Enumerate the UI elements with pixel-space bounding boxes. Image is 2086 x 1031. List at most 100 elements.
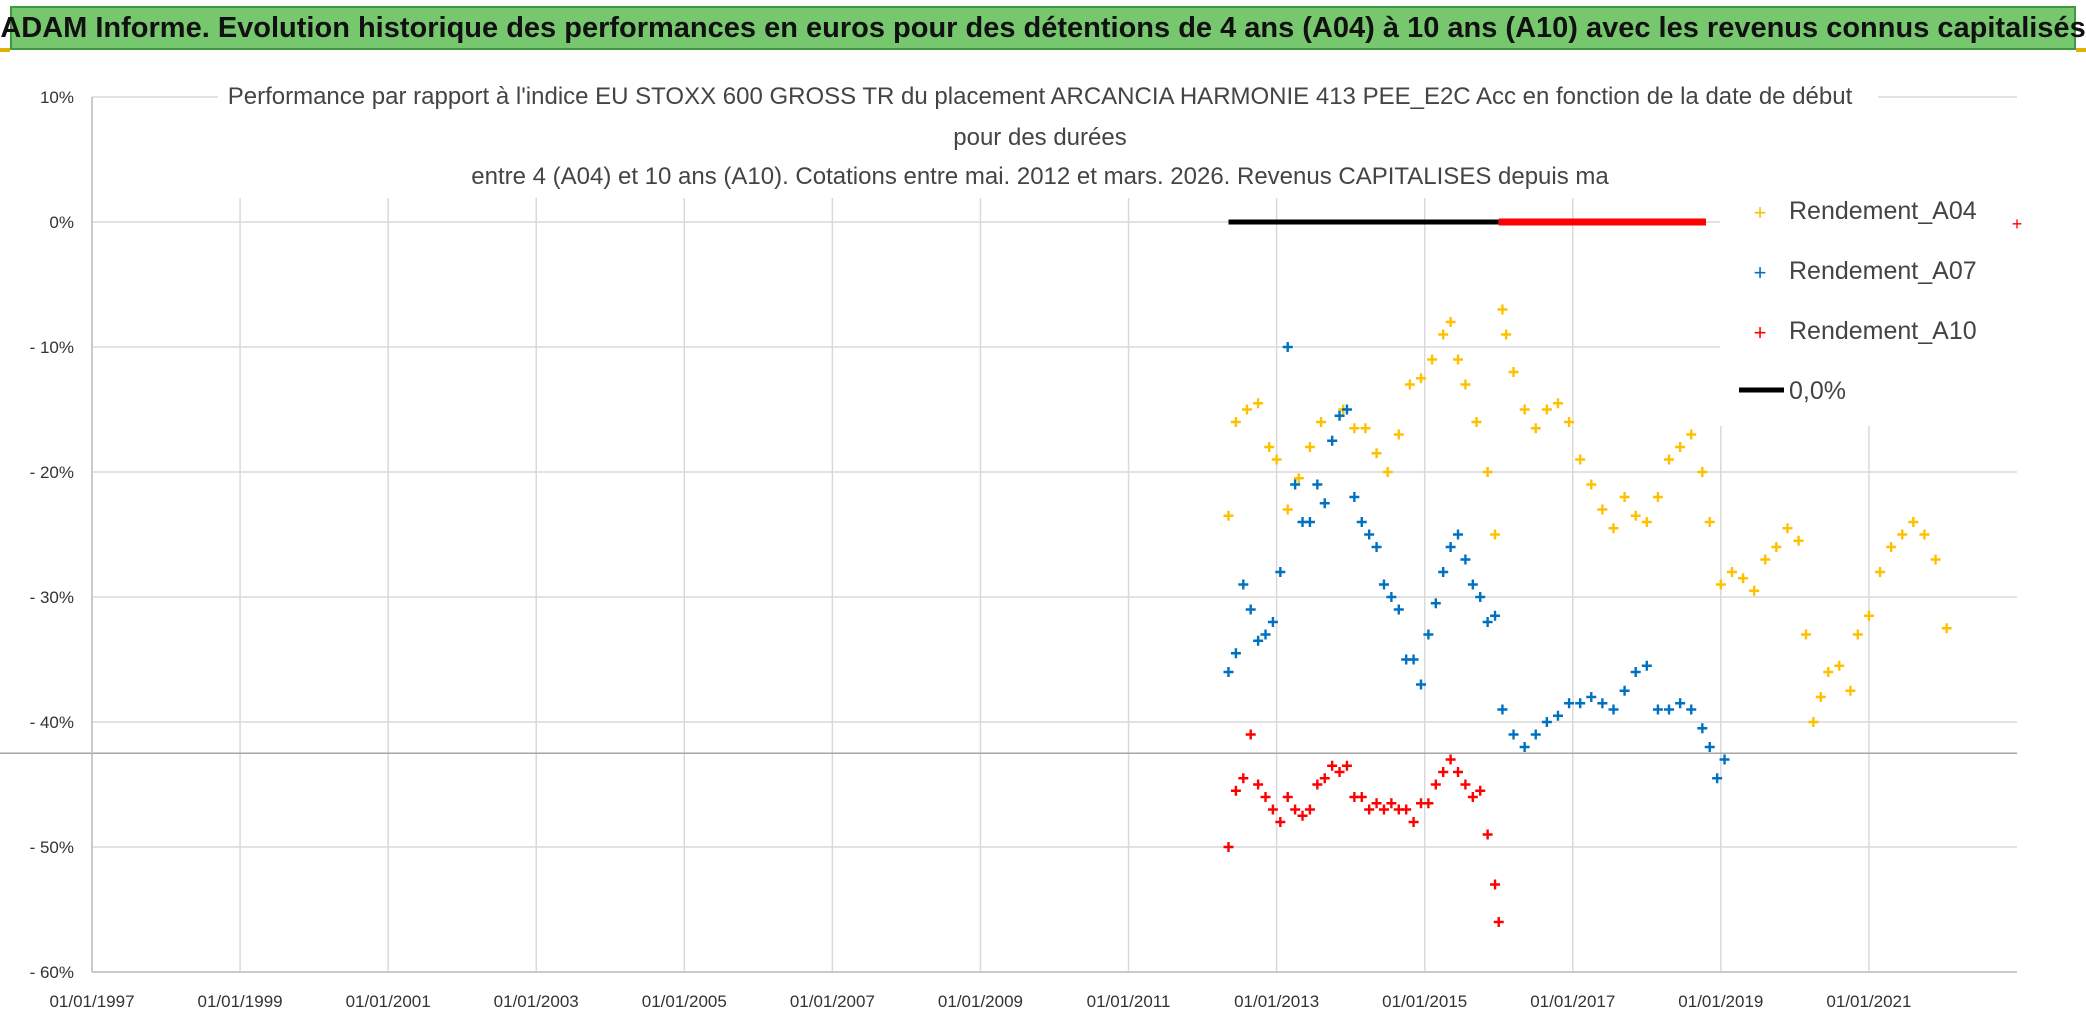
x-tick-label: 01/01/2009 <box>938 992 1023 1011</box>
data-point <box>1704 742 1715 752</box>
data-points <box>1223 304 1952 927</box>
data-point <box>1319 773 1330 784</box>
data-point <box>1453 529 1464 540</box>
data-point <box>1508 367 1519 377</box>
data-point <box>1863 610 1874 621</box>
data-point <box>1497 304 1508 315</box>
x-tick-label: 01/01/2005 <box>642 992 727 1011</box>
data-point <box>1886 542 1897 552</box>
banner-title: ADAM Informe. Evolution historique des p… <box>0 11 2086 44</box>
data-point <box>1800 629 1811 640</box>
series-Rendement_A10 <box>1223 729 1504 927</box>
report-banner: ADAM Informe. Evolution historique des p… <box>0 6 2086 50</box>
chart-title-line-1: Performance par rapport à l'indice EU ST… <box>228 83 1853 110</box>
x-tick-label: 01/01/2003 <box>494 992 579 1011</box>
data-point <box>1293 473 1304 484</box>
data-point <box>1282 342 1293 352</box>
corner-accent-right <box>2076 48 2086 52</box>
data-point <box>1230 417 1241 427</box>
data-point <box>1223 510 1234 521</box>
data-point <box>1327 760 1338 771</box>
data-point <box>1552 710 1563 721</box>
data-point <box>1475 592 1486 602</box>
data-point <box>1460 379 1471 390</box>
data-point <box>1360 423 1371 434</box>
data-point <box>1445 754 1456 765</box>
data-point <box>1378 804 1389 815</box>
data-point <box>1267 617 1278 627</box>
legend-label-a10: Rendement_A10 <box>1789 317 1977 345</box>
data-point <box>1771 542 1782 552</box>
data-point <box>1686 704 1697 715</box>
data-point <box>1575 454 1586 465</box>
data-point <box>1564 698 1575 709</box>
data-point <box>1664 704 1675 715</box>
data-point <box>1467 579 1478 590</box>
data-point <box>1386 592 1397 602</box>
data-point <box>1564 417 1575 427</box>
y-tick-label: - 30% <box>30 588 74 607</box>
data-point <box>1327 435 1338 446</box>
data-point <box>1223 667 1234 677</box>
data-point <box>1482 617 1493 627</box>
data-point <box>1552 398 1563 409</box>
data-point <box>1471 417 1482 427</box>
legend: + Rendement_A04 + Rendement_A07 + Rendem… <box>1720 186 2020 426</box>
data-point <box>1260 792 1271 802</box>
data-point <box>1908 517 1919 527</box>
data-point <box>1586 479 1597 490</box>
data-point <box>1282 792 1293 802</box>
data-point <box>1275 567 1286 577</box>
y-tick-label: 0% <box>49 213 74 232</box>
data-point <box>1386 798 1397 809</box>
data-point <box>1704 517 1715 527</box>
data-point <box>1297 810 1308 821</box>
data-point <box>1782 523 1793 534</box>
data-point <box>1316 417 1327 427</box>
gridlines <box>91 96 2017 973</box>
data-point <box>1619 685 1630 696</box>
data-point <box>1845 685 1856 696</box>
data-point <box>1823 667 1834 677</box>
data-point <box>1508 729 1519 740</box>
data-point <box>1490 610 1501 621</box>
data-point <box>1371 448 1382 459</box>
y-tick-label: - 40% <box>30 713 74 732</box>
data-point <box>1253 779 1264 790</box>
data-point <box>1334 767 1345 777</box>
data-point <box>1815 692 1826 702</box>
x-tick-label: 01/01/2015 <box>1382 992 1467 1011</box>
data-point <box>1597 504 1608 515</box>
data-point <box>1356 517 1367 527</box>
data-point <box>1482 829 1493 840</box>
data-point <box>1749 585 1760 596</box>
data-point <box>1541 717 1552 727</box>
data-point <box>1282 504 1293 515</box>
x-tick-label: 01/01/2013 <box>1234 992 1319 1011</box>
data-point <box>1697 467 1708 477</box>
data-point <box>1364 529 1375 540</box>
data-point <box>1438 329 1449 340</box>
data-point <box>1371 798 1382 809</box>
data-point <box>1726 567 1737 577</box>
data-point <box>1608 523 1619 534</box>
data-point <box>1675 442 1686 452</box>
data-point <box>1271 454 1282 465</box>
data-point <box>1460 554 1471 565</box>
chart-title-background <box>218 80 1878 198</box>
data-point <box>1675 698 1686 709</box>
legend-marker-a07: + <box>1754 260 1767 285</box>
data-point <box>1715 579 1726 590</box>
data-point <box>1608 704 1619 715</box>
data-point <box>1719 754 1730 765</box>
data-point <box>1404 379 1415 390</box>
data-point <box>1356 792 1367 802</box>
data-point <box>1408 817 1419 827</box>
data-point <box>1349 492 1360 502</box>
data-point <box>1793 535 1804 546</box>
data-point <box>1686 429 1697 440</box>
data-point <box>1575 698 1586 709</box>
y-tick-label: - 50% <box>30 838 74 857</box>
data-point <box>1312 479 1323 490</box>
